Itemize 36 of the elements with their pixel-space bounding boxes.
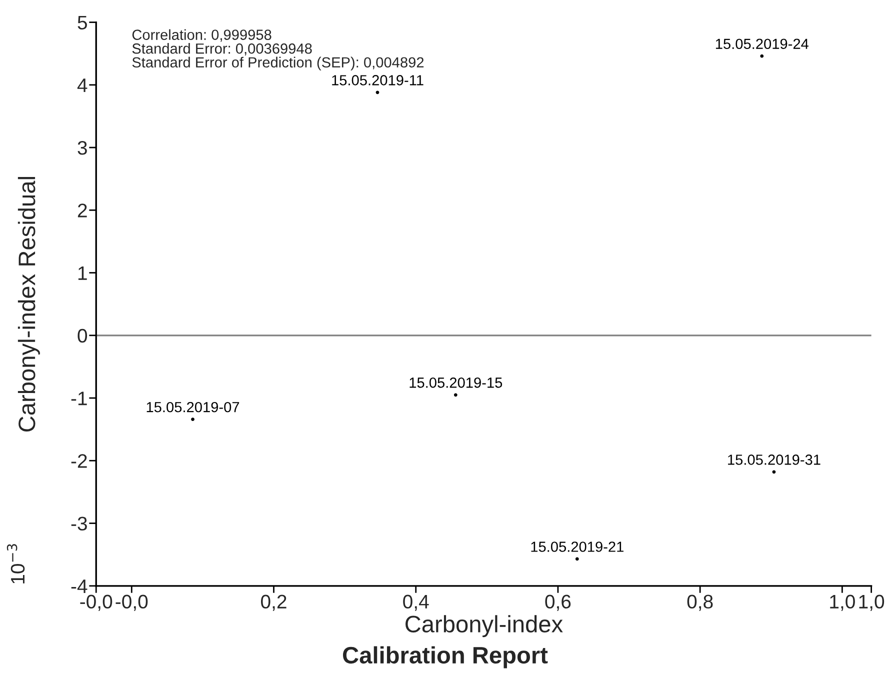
y-tick-label: -2 [71, 454, 87, 468]
x-tick-label: 1,0 [830, 594, 855, 611]
point [454, 393, 458, 397]
y-axis-title: Carbonyl-index Residual [18, 177, 40, 432]
y-tick-label: 1 [78, 266, 87, 280]
y-tick-label: 0 [78, 328, 88, 343]
y-tick-label: -4 [71, 580, 88, 593]
x-tick-label: -0,0 [80, 594, 112, 611]
y-tick-label: -1 [71, 392, 87, 406]
data-label: 15.05.2019-11 [332, 75, 424, 86]
x-tick-label: 0,8 [687, 594, 713, 611]
text: Calibration Report [343, 646, 548, 668]
x-axis-title: Carbonyl-index [406, 615, 563, 638]
data-label: 15.05.2019-07 [146, 402, 240, 412]
point [191, 418, 194, 422]
text: 10$^{−3}$ [6, 544, 25, 584]
x-tick-label: -0,0 [116, 594, 148, 611]
y-tick-label: 2 [78, 204, 87, 218]
y-tick-label: 3 [78, 140, 87, 155]
data-label: 15.05.2019-21 [531, 542, 624, 552]
data-label: 15.05.2019-31 [728, 454, 820, 465]
annotation: Correlation: 0,999958 [132, 29, 272, 42]
y-tick-label: 5 [78, 16, 87, 30]
x-tick-label: 0,2 [261, 594, 286, 611]
x-tick-label: 1,0 [859, 594, 884, 611]
point [760, 54, 764, 58]
y-tick-label: 4 [77, 78, 88, 92]
annotation: Standard Error: 0,00369948 [132, 43, 312, 56]
point [575, 557, 579, 561]
x-tick-label: 0,6 [545, 594, 571, 611]
y-tick-label: -3 [71, 516, 87, 531]
point [772, 470, 776, 474]
annotation: Standard Error of Prediction (SEP): 0,004892 [132, 56, 424, 70]
x-tick-label: 0,4 [403, 594, 429, 611]
data-label: 15.05.2019-24 [716, 38, 808, 50]
data-label: 15.05.2019-15 [410, 378, 502, 388]
